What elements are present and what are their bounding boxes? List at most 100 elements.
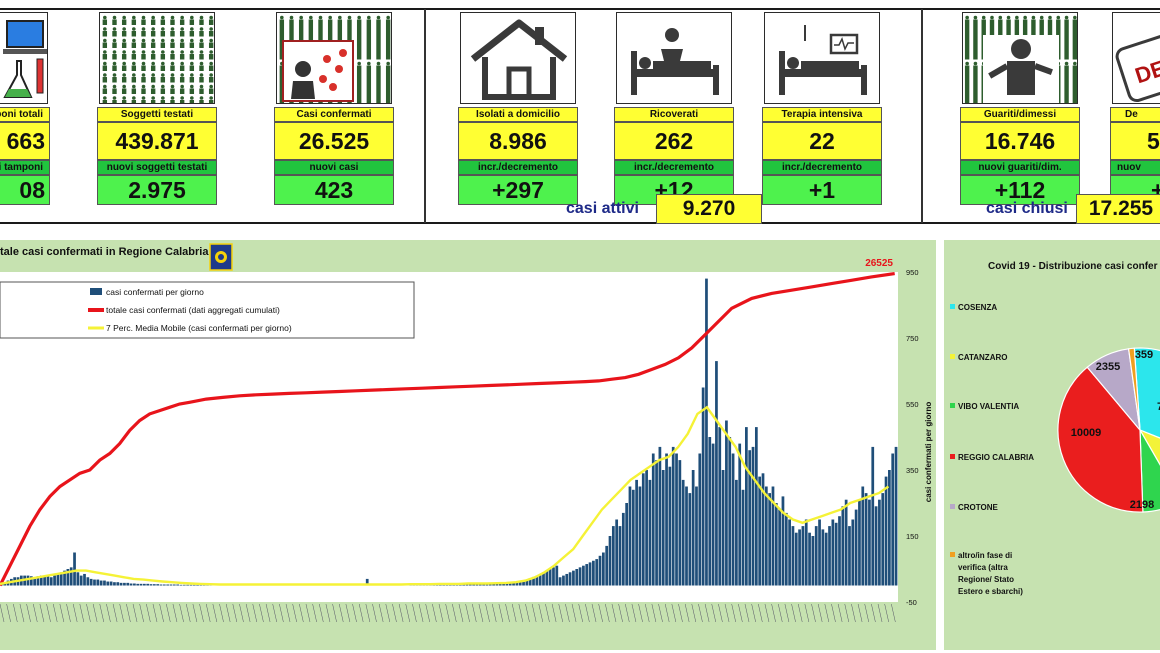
person-figure-icon [121,96,127,103]
person-figure-icon [121,61,127,71]
person-figure-icon [150,61,156,71]
daily-cases-bar [103,580,106,586]
x-tick-mark [478,603,484,623]
person-figure-icon [199,38,204,48]
person-figure-icon [160,50,166,60]
daily-cases-bar [492,583,495,586]
x-tick-mark [884,603,889,623]
daily-cases-bar [572,570,575,586]
x-tick-mark [219,603,224,623]
person-figure-icon [189,50,195,60]
person-figure-icon [150,27,156,37]
x-tick-mark [598,603,603,623]
person-figure-icon [298,15,304,60]
card-isolati-sub-value: +297 [458,175,578,205]
x-tick-mark [778,603,783,623]
person-figure-icon [131,73,137,83]
legend-label-cumulative: totale casi confermati (dati aggregati c… [106,305,280,315]
person-figure-icon [150,50,156,60]
daily-cases-bar [152,584,156,586]
person-figure-icon [208,61,214,71]
daily-cases-bar [129,583,133,586]
daily-cases-bar [874,506,878,586]
casi-chiusi-value: 17.255 [1076,194,1160,224]
daily-cases-bar [615,519,619,586]
daily-cases-bar [69,567,73,586]
x-tick-mark [664,603,670,623]
x-tick-mark [711,603,716,623]
person-figure-icon [170,84,175,94]
daily-cases-bar [718,427,722,586]
casi-chiusi-label: casi chiusi [986,200,1068,217]
daily-cases-bar [884,476,888,586]
person-figure-icon [160,96,166,103]
daily-cases-bar [495,583,499,586]
daily-cases-bar [821,529,825,586]
daily-cases-bar [761,473,765,586]
daily-cases-bar [701,387,705,586]
daily-cases-bar [801,526,805,586]
daily-cases-bar [552,567,555,586]
card-deceduti-label: De [1110,107,1160,122]
person-figure-icon [121,38,127,48]
person-figure-icon [1072,15,1077,60]
x-tick-mark [245,603,251,623]
pie-legend-swatch [950,504,955,509]
person-figure-icon [189,96,195,103]
pie-legend-item: CROTONE [950,503,999,512]
daily-cases-bar [698,453,702,586]
daily-cases-bar [505,583,509,586]
card-isolati-label: Isolati a domicilio [458,107,578,122]
x-tick-mark [112,603,118,623]
person-figure-icon [112,84,117,94]
x-tick-mark [791,603,796,623]
daily-cases-bar [182,584,186,586]
daily-cases-bar [838,516,841,586]
x-tick-mark [465,603,470,623]
x-tick-mark [179,603,184,623]
x-tick-mark [571,603,577,623]
x-tick-mark [146,603,151,623]
person-figure-icon [150,38,156,48]
daily-cases-bar [685,486,688,586]
pie-legend-swatch [950,454,955,459]
daily-cases-bar [578,567,582,586]
deceased-stamp-icon: DEC [1112,12,1160,104]
card-ricoverati-sub-label: incr./decremento [614,160,734,175]
x-tick-mark [99,603,105,623]
daily-cases-bar [651,453,655,586]
person-figure-icon [376,61,381,103]
daily-cases-bar [562,575,565,586]
legend-swatch-daily [90,288,102,295]
daily-cases-bar [691,470,695,586]
daily-cases-bar [598,555,602,586]
person-figure-icon [189,61,195,71]
person-figure-icon [199,15,204,25]
daily-cases-bar [59,572,63,586]
person-figure-icon [150,96,156,103]
pie-slice-label: 2355 [1096,361,1120,373]
x-tick-mark [166,603,171,623]
person-figure-icon [973,61,978,103]
x-tick-mark [299,603,304,623]
x-tick-mark [871,603,876,623]
person-figure-icon [170,38,175,48]
daily-cases-bar [133,583,136,586]
person-figure-icon [141,96,146,103]
daily-cases-bar [748,450,752,586]
x-tick-mark [186,603,191,623]
person-figure-icon [385,15,391,60]
x-tick-mark [205,603,211,623]
daily-cases-bar [764,486,768,586]
person-figure-icon [973,15,978,60]
x-tick-mark [325,603,331,623]
person-figure-icon [289,15,294,60]
x-tick-mark [864,603,869,623]
x-tick-mark [618,603,623,623]
daily-cases-bar [721,470,725,586]
person-figure-icon [308,15,314,60]
daily-cases-bar [681,479,685,586]
legend-label-moving-avg: 7 Perc. Media Mobile (casi confermati pe… [106,323,292,333]
y-tick-label: 550 [906,400,919,409]
x-tick-mark [279,603,284,623]
